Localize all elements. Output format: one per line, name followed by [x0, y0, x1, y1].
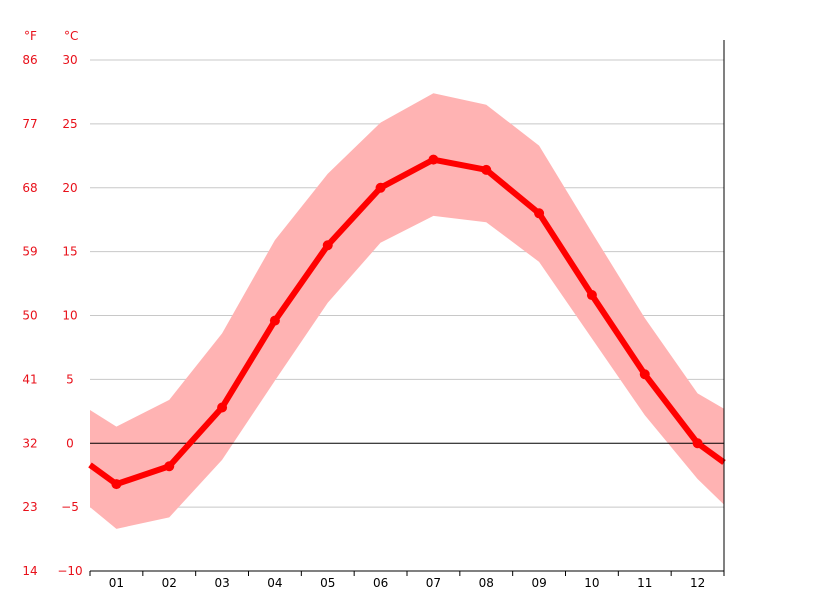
y-tick-fahrenheit: 50 — [22, 309, 37, 323]
x-tick-label: 09 — [531, 576, 546, 590]
x-tick-label: 07 — [426, 576, 441, 590]
x-tick-label: 04 — [267, 576, 282, 590]
data-point — [534, 208, 545, 219]
x-tick-label: 02 — [162, 576, 177, 590]
data-point — [111, 479, 122, 490]
y-tick-fahrenheit: 68 — [22, 181, 37, 195]
average-temperature-line — [88, 156, 726, 488]
average-temperature-points — [111, 154, 703, 490]
y-tick-fahrenheit: 77 — [22, 117, 37, 131]
y-tick-fahrenheit: 86 — [22, 53, 37, 67]
x-tick-label: 01 — [109, 576, 124, 590]
x-tick-label: 08 — [479, 576, 494, 590]
x-tick-label: 05 — [320, 576, 335, 590]
x-axis: 01 02 03 04 05 06 07 08 09 10 11 12 — [89, 571, 725, 590]
y-tick-celsius: −10 — [57, 564, 82, 578]
data-point — [375, 182, 386, 193]
y-tick-fahrenheit: 41 — [22, 372, 37, 386]
y-tick-celsius: 10 — [62, 309, 77, 323]
y-tick-celsius: 30 — [62, 53, 77, 67]
data-point — [269, 315, 280, 326]
x-tick-label: 10 — [584, 576, 599, 590]
y-tick-celsius: 20 — [62, 181, 77, 195]
data-point — [639, 369, 650, 380]
y-tick-fahrenheit: 59 — [22, 245, 37, 259]
y-tick-celsius: 25 — [62, 117, 77, 131]
x-tick-label: 06 — [373, 576, 388, 590]
data-point — [322, 240, 333, 251]
y-tick-fahrenheit: 14 — [22, 564, 37, 578]
y-tick-celsius: 5 — [66, 372, 74, 386]
y-axis: 30 86 25 77 20 68 15 59 10 50 5 41 0 32 −5 23 −10 14 — [22, 53, 82, 578]
data-point — [692, 438, 703, 449]
y-tick-fahrenheit: 23 — [22, 500, 37, 514]
x-tick-label: 12 — [690, 576, 705, 590]
fahrenheit-unit-label: °F — [24, 29, 37, 43]
y-tick-celsius: −5 — [61, 500, 79, 514]
y-tick-fahrenheit: 32 — [22, 436, 37, 450]
data-point — [481, 164, 492, 175]
data-point — [428, 154, 439, 165]
data-point — [217, 402, 228, 413]
y-tick-celsius: 15 — [62, 245, 77, 259]
data-point — [164, 461, 175, 472]
temperature-range-band — [90, 93, 724, 529]
celsius-unit-label: °C — [64, 29, 78, 43]
data-point — [586, 290, 597, 301]
x-tick-label: 03 — [214, 576, 229, 590]
x-tick-label: 11 — [637, 576, 652, 590]
y-tick-celsius: 0 — [66, 436, 74, 450]
